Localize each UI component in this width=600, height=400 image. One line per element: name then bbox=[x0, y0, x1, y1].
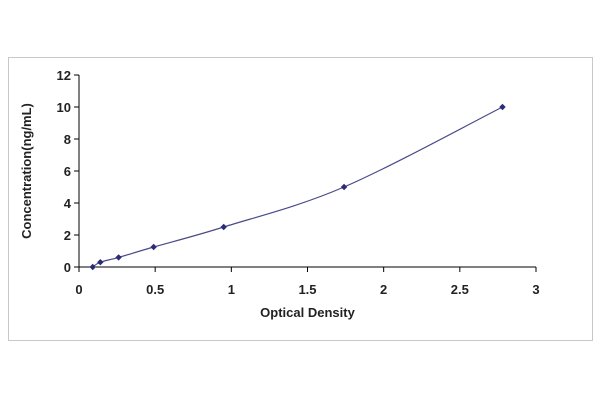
x-tick-label: 2 bbox=[380, 282, 387, 297]
data-point bbox=[150, 243, 157, 251]
x-tick-label: 1 bbox=[228, 282, 235, 297]
data-point bbox=[220, 223, 227, 231]
y-tick-label: 0 bbox=[64, 260, 71, 275]
data-points bbox=[89, 103, 506, 271]
axes bbox=[78, 75, 536, 268]
fit-curve bbox=[92, 106, 503, 268]
x-tick-label: 2.5 bbox=[451, 282, 469, 297]
chart-frame: 0 0.5 1 1.5 2 2.5 3 0 2 4 6 8 10 12 Optical Density C… bbox=[8, 57, 593, 341]
y-tick-label: 10 bbox=[57, 100, 71, 115]
y-tick-label: 8 bbox=[64, 132, 71, 147]
data-point bbox=[89, 263, 96, 271]
data-point bbox=[499, 103, 506, 111]
x-axis-title: Optical Density bbox=[260, 305, 355, 320]
x-tick-label: 1.5 bbox=[298, 282, 316, 297]
x-tick-label: 3 bbox=[532, 282, 539, 297]
data-point bbox=[340, 183, 348, 191]
axis-ticks: 0 0.5 1 1.5 2 2.5 3 0 2 4 6 8 10 12 bbox=[57, 68, 540, 297]
data-point bbox=[115, 254, 122, 261]
y-tick-label: 6 bbox=[64, 164, 71, 179]
data-point bbox=[97, 259, 104, 266]
x-tick-label: 0 bbox=[75, 282, 82, 297]
y-tick-label: 12 bbox=[57, 68, 71, 83]
standard-curve-chart: 0 0.5 1 1.5 2 2.5 3 0 2 4 6 8 10 12 Optical Density C… bbox=[19, 68, 540, 320]
y-axis-title: Concentration(ng/mL) bbox=[19, 103, 34, 239]
x-tick-label: 0.5 bbox=[146, 282, 164, 297]
y-tick-label: 2 bbox=[64, 228, 71, 243]
y-tick-label: 4 bbox=[64, 196, 72, 211]
